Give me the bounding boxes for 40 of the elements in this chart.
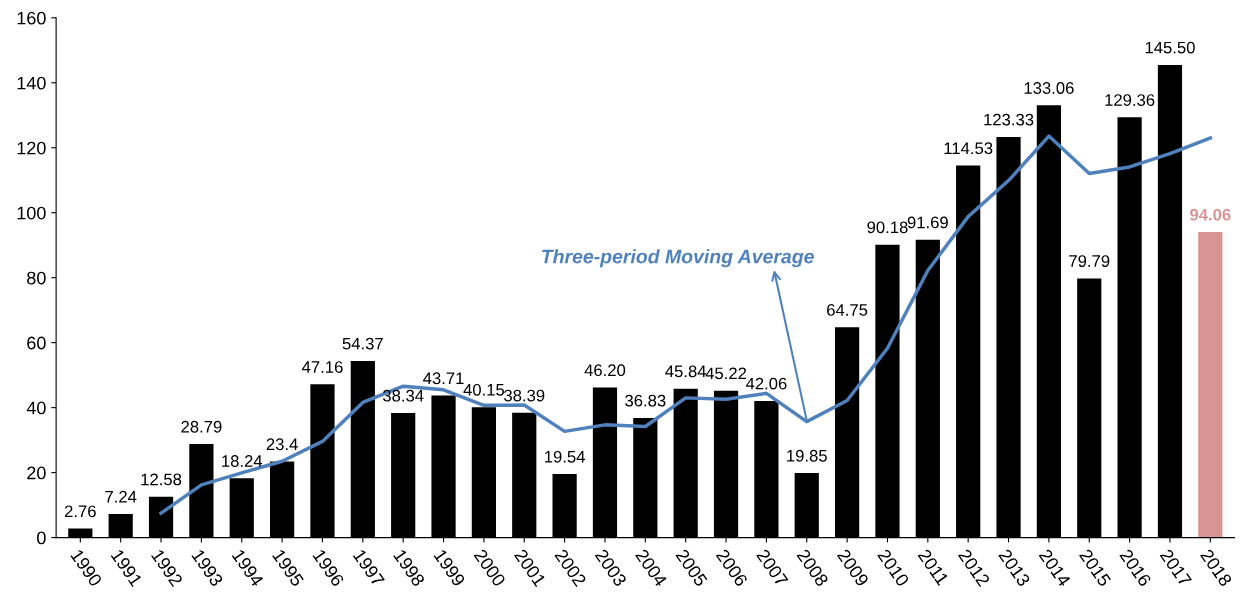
y-tick-label: 60 xyxy=(27,336,46,350)
data-label: 145.50 xyxy=(1145,41,1195,54)
data-label: 7.24 xyxy=(105,490,137,503)
data-label: 40.15 xyxy=(463,383,505,396)
data-label: 114.53 xyxy=(944,142,993,155)
data-label: 46.20 xyxy=(584,364,626,377)
data-label: 45.84 xyxy=(665,365,707,378)
data-label: 129.36 xyxy=(1105,94,1155,106)
data-label: 94.06 xyxy=(1190,208,1231,221)
data-label: 91.69 xyxy=(907,216,948,229)
data-label: 123.33 xyxy=(984,113,1034,126)
data-label: 18.24 xyxy=(222,455,263,467)
data-label: 38.39 xyxy=(504,389,545,402)
y-tick-label: 40 xyxy=(26,401,46,415)
y-tick-label: 140 xyxy=(17,76,46,90)
data-label: 42.06 xyxy=(745,377,787,390)
y-tick-label: 20 xyxy=(27,466,46,480)
data-label: 36.83 xyxy=(625,394,666,407)
y-tick-label: 120 xyxy=(17,141,46,155)
y-tick-label: 160 xyxy=(17,11,46,25)
data-label: 79.79 xyxy=(1069,255,1110,267)
annotation: Three-period Moving Average xyxy=(542,249,814,268)
data-label: 19.54 xyxy=(545,450,585,463)
data-label: 28.79 xyxy=(181,420,222,433)
data-label: 19.85 xyxy=(787,449,827,462)
data-label: 64.75 xyxy=(827,304,868,316)
data-label: 133.06 xyxy=(1024,82,1074,94)
data-label: 45.22 xyxy=(705,367,747,380)
y-tick-label: 80 xyxy=(27,271,46,285)
data-label: 54.37 xyxy=(342,337,383,350)
data-label: 47.16 xyxy=(302,361,343,373)
bar xyxy=(1198,232,1223,538)
y-tick-label: 100 xyxy=(17,206,46,220)
data-label: 12.58 xyxy=(141,473,182,486)
data-label: 23.4 xyxy=(266,438,298,451)
data-label: 38.34 xyxy=(382,389,424,402)
y-tick-label: 0 xyxy=(37,531,46,545)
data-label: 43.71 xyxy=(423,372,464,385)
data-label: 90.18 xyxy=(867,221,908,234)
data-label: 2.76 xyxy=(64,505,96,518)
